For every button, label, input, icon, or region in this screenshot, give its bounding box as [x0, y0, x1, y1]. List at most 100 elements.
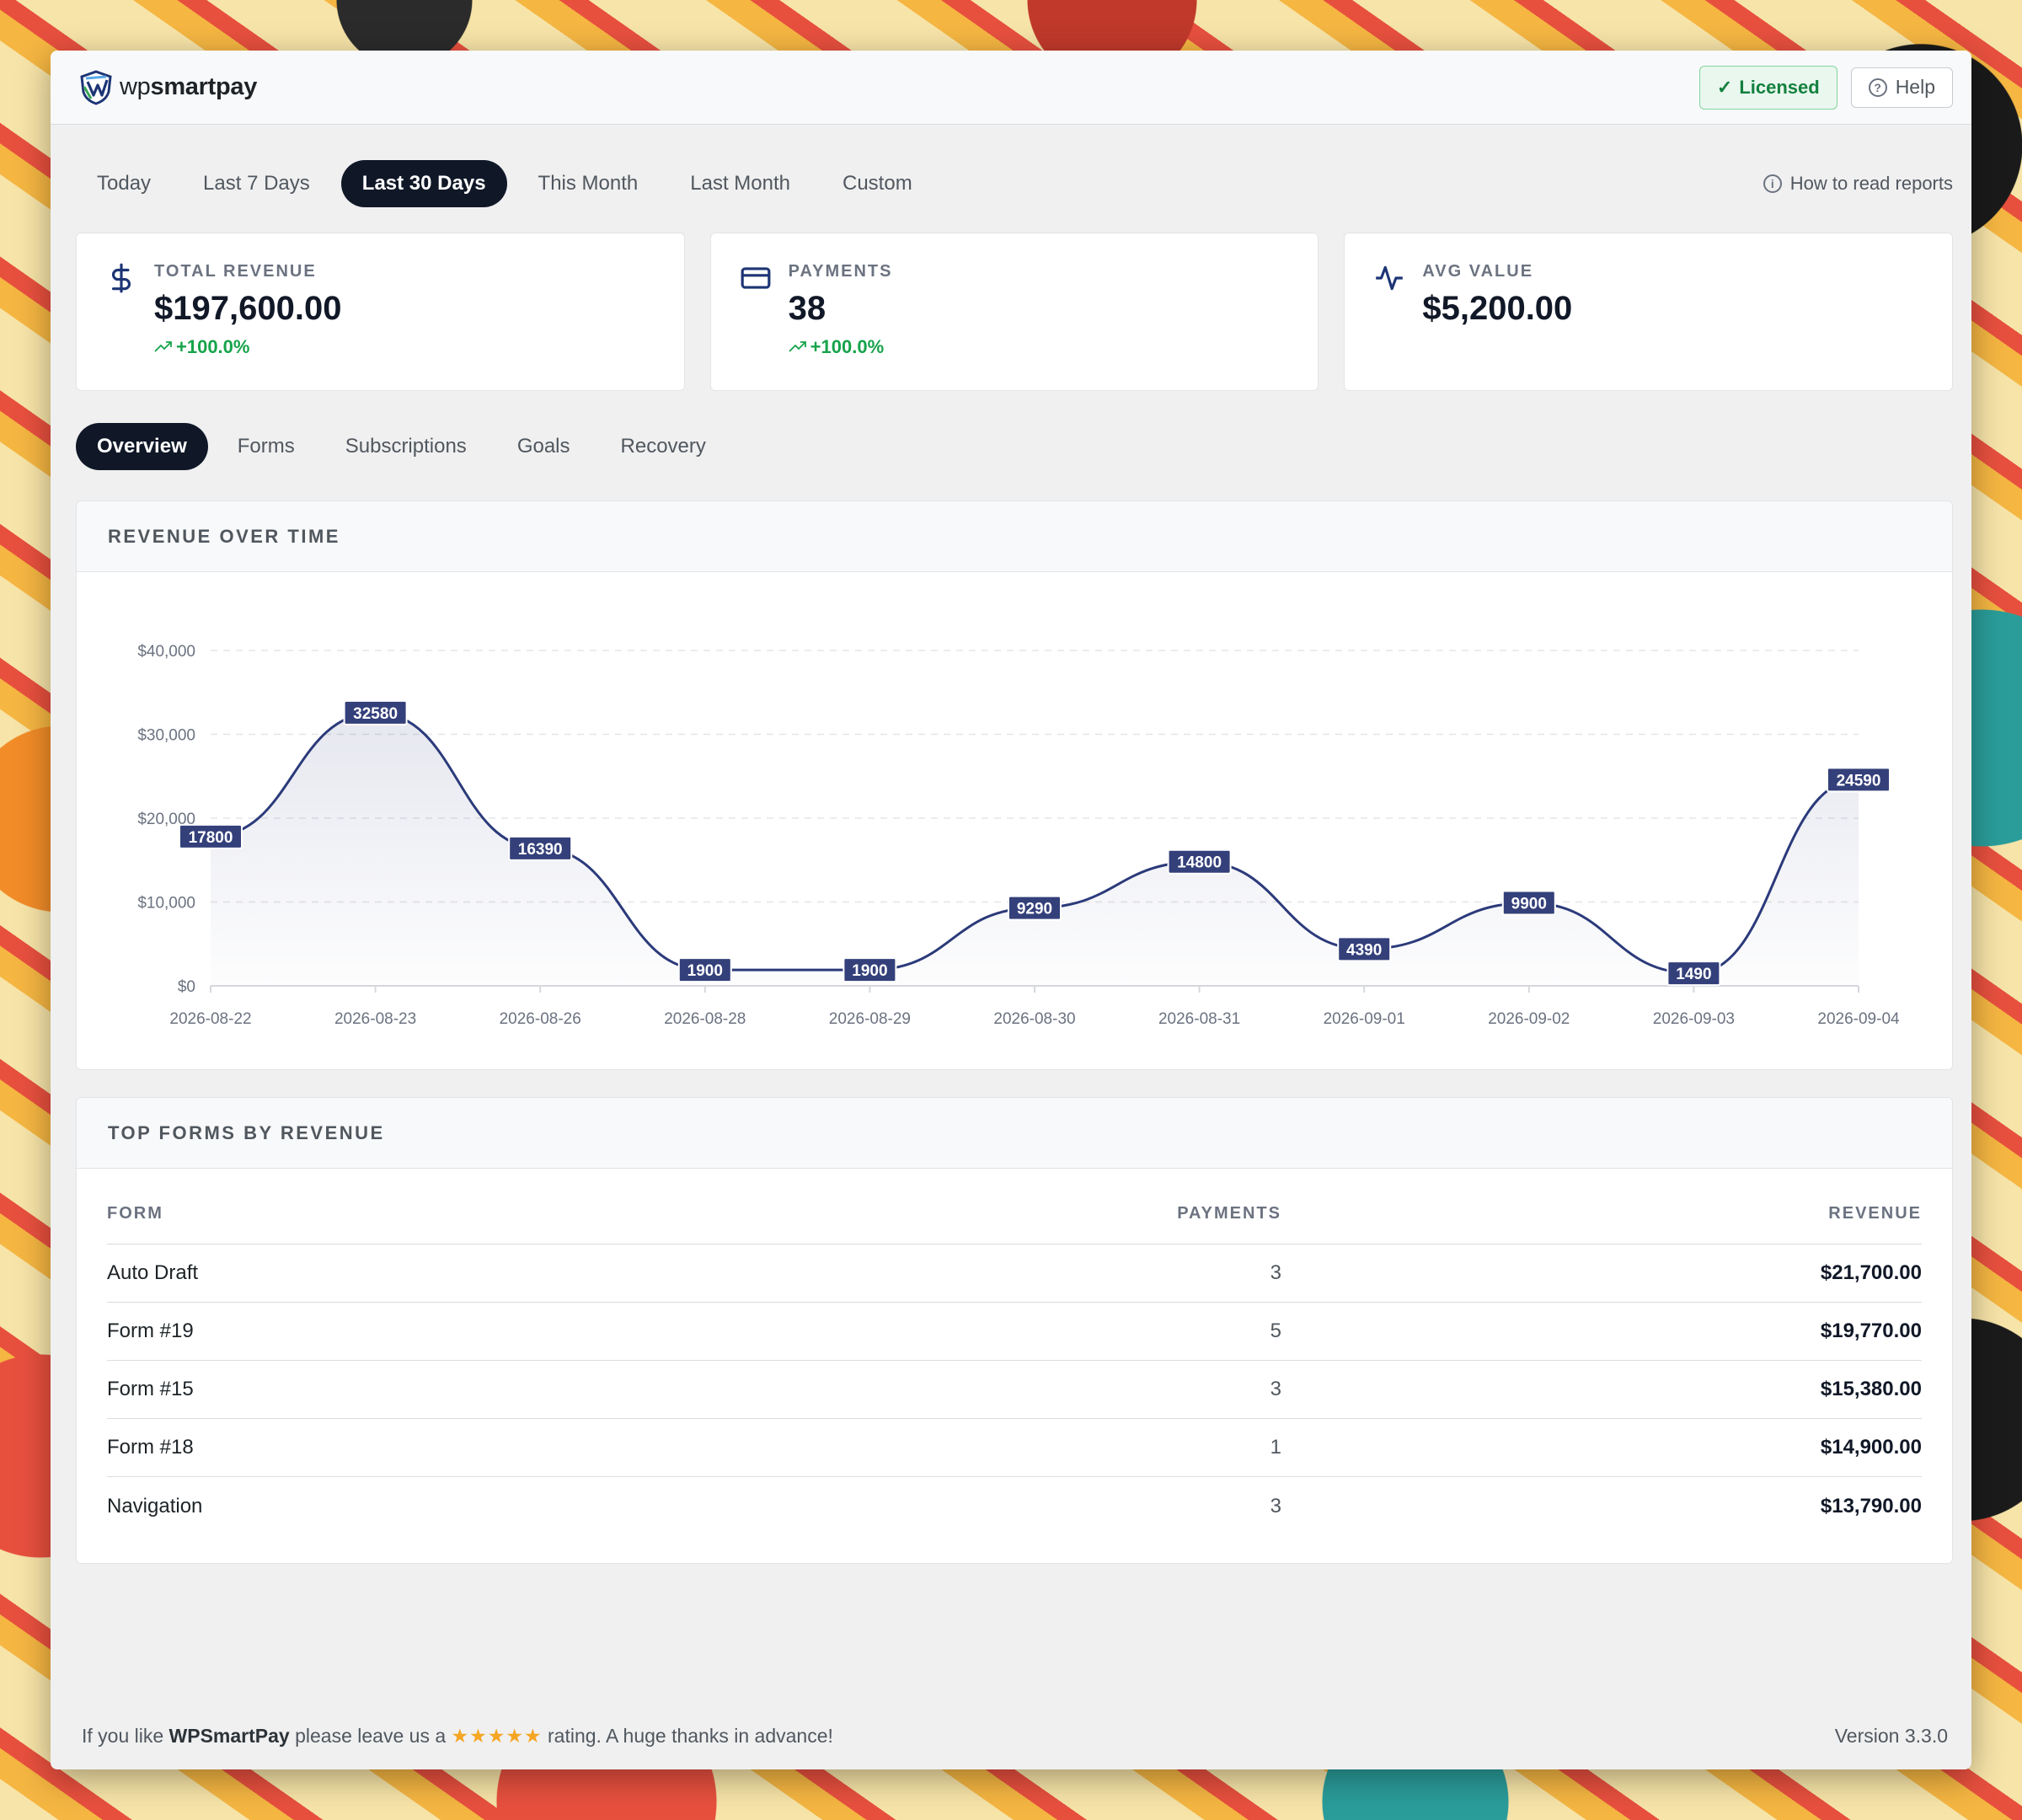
- tab-overview[interactable]: Overview: [76, 423, 208, 470]
- x-tick-label: 2026-08-23: [334, 1010, 416, 1028]
- stat-label: AVG VALUE: [1422, 262, 1534, 281]
- data-label[interactable]: 1900: [842, 957, 897, 983]
- x-tick-label: 2026-09-01: [1324, 1010, 1405, 1028]
- stat-value: 38: [788, 290, 826, 327]
- tab-forms[interactable]: Forms: [237, 435, 295, 458]
- app-window: wpsmartpay ✓ Licensed ? Help Today Last 7…: [51, 51, 1971, 1769]
- tab-goals[interactable]: Goals: [516, 435, 570, 458]
- question-circle-icon: ?: [1868, 78, 1887, 97]
- footer-brand: WPSmartPay: [168, 1724, 290, 1747]
- revenue-cell: $14,900.00: [1820, 1436, 1922, 1459]
- x-tick-label: 2026-09-04: [1817, 1010, 1900, 1028]
- revenue-cell: $21,700.00: [1820, 1261, 1922, 1284]
- stat-card-payments: PAYMENTS 38 +100.0%: [709, 233, 1319, 391]
- x-tick-label: 2026-08-29: [829, 1010, 911, 1028]
- x-tick-label: 2026-09-03: [1653, 1010, 1735, 1028]
- payments-cell: 3: [1270, 1494, 1281, 1518]
- data-label[interactable]: 4390: [1337, 936, 1392, 962]
- date-range-today[interactable]: Today: [97, 172, 152, 195]
- svg-text:9900: 9900: [1511, 895, 1547, 913]
- x-tick-label: 2026-09-02: [1488, 1010, 1570, 1028]
- date-range-last-7-days[interactable]: Last 7 Days: [203, 172, 310, 195]
- x-tick-label: 2026-08-28: [664, 1010, 746, 1028]
- y-tick-label: $30,000: [137, 727, 195, 745]
- x-tick-label: 2026-08-26: [500, 1010, 581, 1028]
- data-label[interactable]: 24590: [1827, 767, 1891, 793]
- table-row[interactable]: Navigation 3 $13,790.00: [107, 1477, 1922, 1535]
- svg-text:17800: 17800: [189, 829, 233, 847]
- stats-row: TOTAL REVENUE $197,600.00 +100.0% PAYMEN…: [76, 233, 1954, 391]
- dollar-icon: [111, 263, 131, 293]
- data-label[interactable]: 1490: [1666, 961, 1721, 987]
- data-label[interactable]: 9290: [1008, 895, 1062, 921]
- rating-message: If you like WPSmartPay please leave us a…: [82, 1724, 833, 1747]
- form-name-cell: Form #19: [107, 1320, 194, 1342]
- date-range-this-month[interactable]: This Month: [538, 172, 639, 195]
- form-name-cell: Form #18: [107, 1436, 194, 1459]
- check-icon: ✓: [1716, 76, 1733, 98]
- data-label[interactable]: 1900: [677, 957, 732, 983]
- revenue-over-time-panel: REVENUE OVER TIME $0 $10,000 $20,000 $30,00…: [76, 500, 1953, 1070]
- top-bar: wpsmartpay ✓ Licensed ? Help: [51, 51, 1971, 125]
- table-header: FORM PAYMENTS REVENUE: [107, 1169, 1922, 1245]
- licensed-label: Licensed: [1739, 76, 1820, 98]
- revenue-cell: $19,770.00: [1820, 1320, 1922, 1342]
- column-header-form[interactable]: FORM: [107, 1204, 163, 1223]
- brand-logo[interactable]: wpsmartpay: [79, 69, 258, 105]
- top-forms-table: FORM PAYMENTS REVENUE Auto Draft 3 $21,700…: [77, 1169, 1952, 1535]
- svg-text:24590: 24590: [1837, 772, 1881, 790]
- svg-text:16390: 16390: [518, 841, 563, 859]
- date-range-last-month[interactable]: Last Month: [690, 172, 790, 195]
- date-range-last-30-days[interactable]: Last 30 Days: [340, 160, 507, 207]
- svg-text:9290: 9290: [1017, 901, 1052, 918]
- brand-name: wpsmartpay: [120, 73, 258, 100]
- licensed-badge[interactable]: ✓ Licensed: [1698, 65, 1837, 110]
- data-label[interactable]: 32580: [343, 699, 408, 725]
- date-range-custom[interactable]: Custom: [842, 172, 912, 195]
- info-icon: i: [1763, 174, 1782, 193]
- svg-text:32580: 32580: [353, 705, 398, 723]
- payments-cell: 3: [1270, 1261, 1281, 1284]
- footer: If you like WPSmartPay please leave us a…: [51, 1702, 1971, 1769]
- version-label: Version 3.3.0: [1834, 1724, 1948, 1747]
- svg-text:4390: 4390: [1346, 941, 1382, 959]
- tab-subscriptions[interactable]: Subscriptions: [345, 435, 467, 458]
- data-label[interactable]: 9900: [1501, 890, 1556, 916]
- top-forms-panel: TOP FORMS BY REVENUE FORM PAYMENTS REVEN…: [76, 1097, 1953, 1564]
- help-label: Help: [1895, 76, 1935, 98]
- stat-label: PAYMENTS: [788, 262, 893, 281]
- column-header-payments[interactable]: PAYMENTS: [1177, 1204, 1281, 1223]
- data-label[interactable]: 14800: [1167, 848, 1232, 875]
- panel-title: REVENUE OVER TIME: [77, 501, 1952, 572]
- stat-delta: +100.0%: [789, 336, 893, 358]
- report-tabs: Overview Forms Subscriptions Goals Recovery: [76, 423, 1953, 470]
- table-row[interactable]: Form #19 5 $19,770.00: [107, 1303, 1922, 1361]
- stat-card-total-revenue: TOTAL REVENUE $197,600.00 +100.0%: [76, 233, 685, 391]
- y-tick-label: $40,000: [137, 643, 195, 661]
- rating-stars-link[interactable]: ★★★★★: [451, 1724, 543, 1747]
- svg-text:1490: 1490: [1676, 966, 1711, 983]
- x-tick-label: 2026-08-30: [993, 1010, 1075, 1028]
- column-header-revenue[interactable]: REVENUE: [1828, 1204, 1922, 1223]
- payments-cell: 5: [1270, 1320, 1281, 1342]
- form-name-cell: Form #15: [107, 1378, 194, 1400]
- table-row[interactable]: Form #18 1 $14,900.00: [107, 1419, 1922, 1477]
- shield-logo-icon: [80, 69, 112, 105]
- table-row[interactable]: Auto Draft 3 $21,700.00: [107, 1245, 1922, 1303]
- tab-recovery[interactable]: Recovery: [620, 435, 706, 458]
- table-row[interactable]: Form #15 3 $15,380.00: [107, 1361, 1922, 1419]
- revenue-cell: $13,790.00: [1820, 1494, 1922, 1518]
- stat-value: $197,600.00: [154, 290, 342, 327]
- revenue-area: [211, 712, 1859, 986]
- credit-card-icon: [741, 267, 771, 289]
- how-to-read-link[interactable]: i How to read reports: [1763, 173, 1953, 195]
- activity-icon: [1376, 265, 1404, 291]
- y-tick-label: $0: [178, 978, 195, 996]
- panel-title: TOP FORMS BY REVENUE: [77, 1098, 1952, 1169]
- help-button[interactable]: ? Help: [1850, 67, 1953, 108]
- stat-delta: +100.0%: [154, 336, 341, 358]
- stat-label: TOTAL REVENUE: [154, 262, 317, 281]
- data-label[interactable]: 17800: [179, 823, 243, 849]
- data-label[interactable]: 16390: [508, 835, 573, 861]
- form-name-cell: Auto Draft: [107, 1261, 199, 1284]
